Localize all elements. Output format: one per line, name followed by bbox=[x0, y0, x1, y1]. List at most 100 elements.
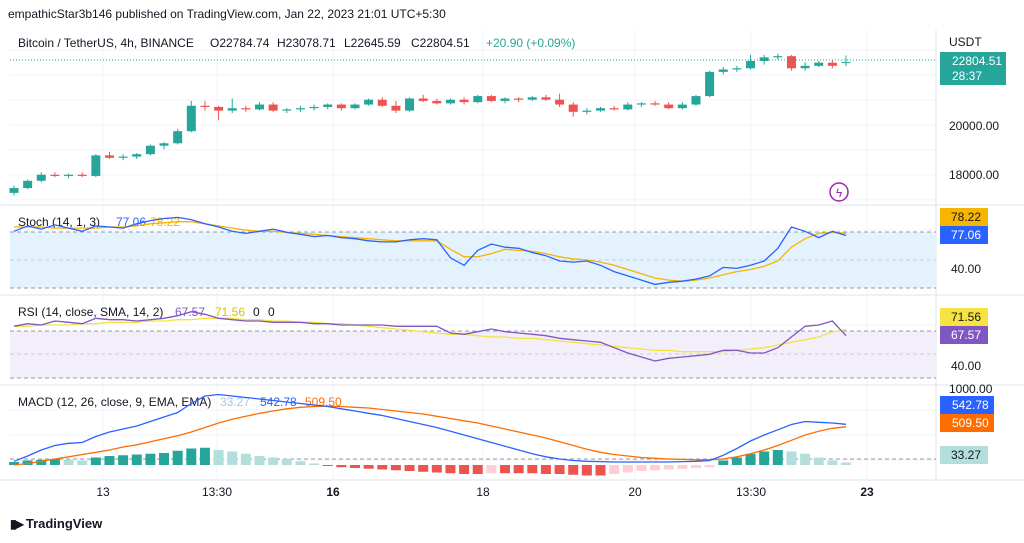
candle-body bbox=[555, 99, 565, 105]
macd-hist-bar bbox=[540, 465, 551, 474]
stoch-tick-40: 40.00 bbox=[951, 262, 981, 276]
macd-hist-bar bbox=[159, 453, 170, 465]
candle-body bbox=[609, 108, 619, 110]
candle-body bbox=[214, 106, 224, 111]
macd-hist-bar bbox=[595, 465, 606, 476]
macd-signal-badge-text: 509.50 bbox=[952, 416, 989, 430]
ohlc-change: +20.90 (+0.09%) bbox=[486, 36, 575, 50]
candle-body bbox=[746, 60, 756, 69]
candle-body bbox=[664, 104, 674, 109]
macd-hist-badge bbox=[940, 446, 988, 464]
macd-hist-badge-text: 33.27 bbox=[951, 448, 981, 462]
macd-hist-bar bbox=[459, 465, 470, 474]
macd-histogram bbox=[9, 447, 851, 476]
candle-body bbox=[568, 104, 578, 112]
macd-line bbox=[13, 393, 847, 463]
candle-body bbox=[377, 99, 387, 106]
candle-body bbox=[759, 57, 769, 61]
macd-hist-bar bbox=[9, 462, 19, 465]
candle-body bbox=[432, 100, 442, 104]
price-panel[interactable]: Bitcoin / TetherUS, 4h, BINANCE O22784.7… bbox=[9, 36, 937, 202]
candle-body bbox=[691, 96, 701, 105]
candle-body bbox=[9, 188, 19, 193]
candle-body bbox=[186, 105, 196, 132]
stoch-d-badge-text: 78.22 bbox=[951, 210, 981, 224]
macd-hist-bar bbox=[295, 461, 306, 465]
candle-body bbox=[841, 62, 851, 64]
candle-body bbox=[500, 98, 510, 101]
rsi-badge-text: 67.57 bbox=[951, 328, 981, 342]
macd-panel[interactable]: MACD (12, 26, close, 9, EMA, EMA) 33.27 … bbox=[9, 393, 936, 476]
rsi-extra-value-2: 0 bbox=[268, 305, 275, 319]
candle-body bbox=[732, 68, 742, 70]
macd-line-badge-text: 542.78 bbox=[952, 398, 989, 412]
stoch-d-line bbox=[14, 221, 847, 282]
candle-body bbox=[173, 131, 183, 144]
ohlc-c: C22804.51 bbox=[411, 36, 470, 50]
rsi-panel[interactable]: RSI (14, close, SMA, 14, 2) 67.57 71.56 … bbox=[10, 305, 936, 379]
macd-hist-value: 33.27 bbox=[220, 395, 250, 409]
stoch-panel[interactable]: Stoch (14, 1, 3) 77.06 78.22 bbox=[10, 215, 936, 289]
macd-hist-bar bbox=[636, 465, 647, 471]
publish-caption: empathicStar3b146 published on TradingVi… bbox=[8, 7, 446, 21]
macd-hist-bar bbox=[377, 465, 388, 470]
time-tick: 23 bbox=[860, 485, 874, 499]
candle-body bbox=[514, 98, 524, 100]
macd-hist-bar bbox=[704, 465, 715, 468]
candle-body bbox=[718, 69, 728, 72]
candle-body bbox=[391, 105, 401, 111]
ohlc-o: O22784.74 bbox=[210, 36, 270, 50]
time-tick: 13:30 bbox=[736, 485, 766, 499]
macd-hist-bar bbox=[554, 465, 565, 474]
macd-hist-bar bbox=[759, 451, 770, 465]
candle-body bbox=[64, 174, 74, 176]
candle-body bbox=[364, 99, 374, 105]
rsi-badge bbox=[940, 326, 988, 344]
stoch-k-line bbox=[13, 216, 847, 286]
macd-tick-1000: 1000.00 bbox=[949, 382, 993, 396]
tradingview-logo-text: TradingView bbox=[25, 516, 103, 531]
chart-area[interactable]: Bitcoin / TetherUS, 4h, BINANCE O22784.7… bbox=[0, 30, 1024, 510]
candle-body bbox=[132, 154, 142, 157]
flash-icon[interactable] bbox=[829, 182, 849, 202]
macd-hist-bar bbox=[227, 451, 238, 465]
candle-body bbox=[800, 65, 810, 69]
ohlc-readout: O22784.74 H23078.71 L22645.59 C22804.51 +20.… bbox=[210, 36, 575, 50]
macd-hist-bar bbox=[690, 465, 701, 468]
macd-signal-line bbox=[13, 405, 847, 466]
macd-hist-bar bbox=[745, 453, 756, 465]
macd-hist-bar bbox=[513, 465, 524, 474]
candle-body bbox=[309, 106, 319, 109]
rsi-ma-line bbox=[14, 317, 847, 353]
candle-body bbox=[145, 145, 155, 155]
price-scale[interactable]: USDT 22804.51 28:37 20000.00 18000.00 78… bbox=[940, 35, 1006, 464]
stoch-d-badge bbox=[940, 208, 988, 226]
rsi-title: RSI (14, close, SMA, 14, 2) bbox=[18, 305, 163, 319]
macd-hist-bar bbox=[77, 460, 88, 465]
candle-body bbox=[350, 104, 360, 109]
candle-body bbox=[241, 108, 251, 110]
macd-hist-bar bbox=[581, 465, 592, 476]
macd-hist-bar bbox=[36, 459, 47, 465]
macd-hist-bar bbox=[718, 460, 729, 465]
candle-body bbox=[23, 180, 33, 189]
macd-signal-badge bbox=[940, 414, 994, 432]
macd-hist-bar bbox=[22, 460, 33, 465]
macd-hist-bar bbox=[800, 453, 811, 465]
macd-hist-bar bbox=[213, 450, 224, 465]
candle-body bbox=[459, 99, 469, 103]
macd-hist-bar bbox=[90, 457, 101, 465]
candle-body bbox=[118, 156, 128, 158]
candle-body bbox=[773, 56, 783, 58]
macd-hist-bar bbox=[827, 460, 838, 465]
macd-hist-bar bbox=[118, 455, 129, 465]
candle-body bbox=[336, 104, 346, 109]
rsi-tick-40: 40.00 bbox=[951, 359, 981, 373]
macd-hist-bar bbox=[731, 457, 742, 465]
tradingview-logo[interactable]: ▮▶ TradingView bbox=[10, 516, 102, 531]
macd-hist-bar bbox=[336, 465, 347, 468]
candle-body bbox=[595, 108, 605, 111]
candle-body bbox=[582, 110, 592, 112]
candle-body bbox=[527, 97, 537, 100]
time-axis[interactable]: 13 13:30 16 18 20 13:30 23 bbox=[96, 485, 874, 499]
